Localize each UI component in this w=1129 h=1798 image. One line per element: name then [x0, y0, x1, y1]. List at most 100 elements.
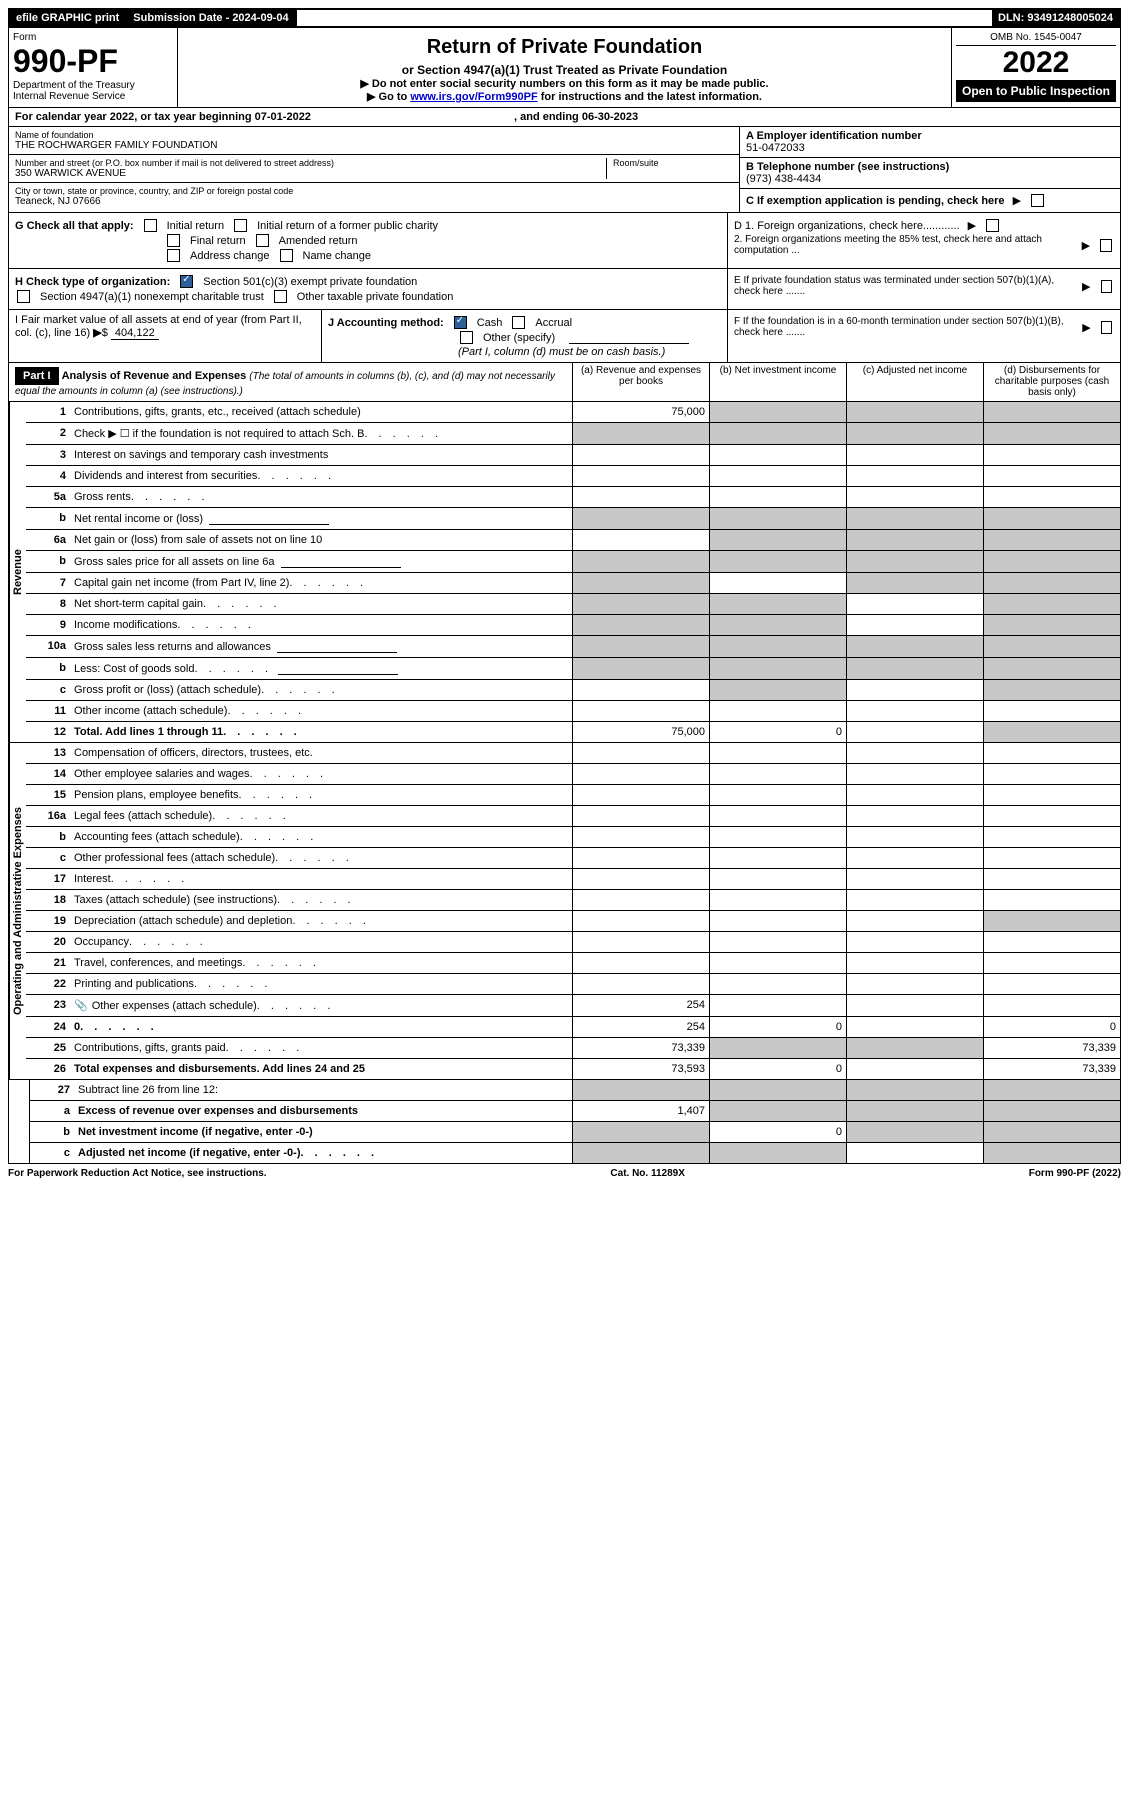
cell-col-c — [846, 594, 983, 614]
city-state-zip: Teaneck, NJ 07666 — [15, 196, 733, 207]
foundation-name: THE ROCHWARGER FAMILY FOUNDATION — [15, 140, 733, 151]
phone-label: B Telephone number (see instructions) — [746, 161, 1114, 173]
cal-pre: For calendar year 2022, or tax year begi… — [15, 111, 255, 123]
row-description: Other income (attach schedule) . . . . .… — [70, 701, 572, 721]
cell-col-d — [983, 636, 1120, 657]
j-other-input[interactable] — [569, 331, 689, 344]
cell-col-d — [983, 869, 1120, 889]
row-number: 27 — [30, 1080, 74, 1100]
f-label: F If the foundation is in a 60-month ter… — [734, 316, 1074, 338]
g-address-checkbox[interactable] — [167, 249, 180, 262]
row-description: Net gain or (loss) from sale of assets n… — [70, 530, 572, 550]
table-row: 16aLegal fees (attach schedule) . . . . … — [26, 806, 1120, 827]
g-amended-checkbox[interactable] — [256, 234, 269, 247]
row-description: Adjusted net income (if negative, enter … — [74, 1143, 572, 1163]
inline-input[interactable] — [281, 555, 401, 568]
expenses-section: Operating and Administrative Expenses 13… — [8, 743, 1121, 1080]
d1-checkbox[interactable] — [986, 219, 999, 232]
cell-col-d: 73,339 — [983, 1038, 1120, 1058]
cell-col-c — [846, 932, 983, 952]
cell-col-b — [709, 508, 846, 529]
row-description: Other professional fees (attach schedule… — [70, 848, 572, 868]
table-row: cAdjusted net income (if negative, enter… — [30, 1143, 1120, 1163]
inline-input[interactable] — [277, 640, 397, 653]
form-subtitle: or Section 4947(a)(1) Trust Treated as P… — [186, 63, 943, 77]
cell-col-a — [572, 658, 709, 679]
bullet-2: ▶ Go to www.irs.gov/Form990PF for instru… — [186, 90, 943, 103]
row-number: 26 — [26, 1059, 70, 1079]
row-description: Contributions, gifts, grants paid . . . … — [70, 1038, 572, 1058]
g-name-checkbox[interactable] — [280, 249, 293, 262]
cell-col-d — [983, 1080, 1120, 1100]
row-number: 10a — [26, 636, 70, 657]
e-checkbox[interactable] — [1101, 280, 1112, 293]
bullet-1: ▶ Do not enter social security numbers o… — [186, 77, 943, 90]
cell-col-b — [709, 764, 846, 784]
g-initial-checkbox[interactable] — [144, 219, 157, 232]
row-number: 12 — [26, 722, 70, 742]
cell-col-c — [846, 974, 983, 994]
cell-col-c — [846, 953, 983, 973]
cell-col-a — [572, 487, 709, 507]
row-number: c — [26, 680, 70, 700]
g-initial-former-checkbox[interactable] — [234, 219, 247, 232]
cell-col-d — [983, 530, 1120, 550]
cell-col-a: 254 — [572, 1017, 709, 1037]
g-final-checkbox[interactable] — [167, 234, 180, 247]
cell-col-b — [709, 573, 846, 593]
cell-col-c — [846, 764, 983, 784]
e-label: E If private foundation status was termi… — [734, 275, 1074, 297]
h-4947-checkbox[interactable] — [17, 290, 30, 303]
row-number: a — [30, 1101, 74, 1121]
j-other-checkbox[interactable] — [460, 331, 473, 344]
cell-col-d — [983, 995, 1120, 1016]
cell-col-c — [846, 1101, 983, 1121]
calendar-year-row: For calendar year 2022, or tax year begi… — [8, 108, 1121, 127]
row-number: 18 — [26, 890, 70, 910]
cell-col-a — [572, 743, 709, 763]
inline-input[interactable] — [278, 662, 398, 675]
inline-input[interactable] — [209, 512, 329, 525]
cell-col-d — [983, 953, 1120, 973]
row-description: Interest on savings and temporary cash i… — [70, 445, 572, 465]
cell-col-c — [846, 423, 983, 444]
row-description: Legal fees (attach schedule) . . . . . . — [70, 806, 572, 826]
cell-col-b — [709, 743, 846, 763]
j-cash-checkbox[interactable] — [454, 316, 467, 329]
h-other-checkbox[interactable] — [274, 290, 287, 303]
table-row: 9Income modifications . . . . . . — [26, 615, 1120, 636]
j-accrual-checkbox[interactable] — [512, 316, 525, 329]
cell-col-c — [846, 680, 983, 700]
cell-col-b — [709, 594, 846, 614]
table-row: 18Taxes (attach schedule) (see instructi… — [26, 890, 1120, 911]
instructions-link[interactable]: www.irs.gov/Form990PF — [410, 91, 537, 103]
bullet-2-pre: ▶ Go to — [367, 91, 410, 103]
cell-col-b — [709, 932, 846, 952]
col-b-header: (b) Net investment income — [709, 363, 846, 401]
spacer — [9, 1080, 30, 1163]
cell-col-b — [709, 785, 846, 805]
cell-col-a — [572, 890, 709, 910]
h-o2: Section 4947(a)(1) nonexempt charitable … — [40, 291, 264, 303]
attachment-icon[interactable]: 📎 — [74, 999, 88, 1012]
row-description: Taxes (attach schedule) (see instruction… — [70, 890, 572, 910]
h-o3: Other taxable private foundation — [297, 291, 454, 303]
cell-col-b — [709, 848, 846, 868]
cell-col-b — [709, 636, 846, 657]
table-row: bGross sales price for all assets on lin… — [26, 551, 1120, 573]
row-description: Check ▶ ☐ if the foundation is not requi… — [70, 423, 572, 444]
row-description: Printing and publications . . . . . . — [70, 974, 572, 994]
g-o2: Initial return of a former public charit… — [257, 220, 438, 232]
d2-checkbox[interactable] — [1100, 239, 1112, 252]
cell-col-a — [572, 508, 709, 529]
ein-value: 51-0472033 — [746, 142, 1114, 154]
h-501c3-checkbox[interactable] — [180, 275, 193, 288]
f-checkbox[interactable] — [1101, 321, 1112, 334]
row-description: 0 . . . . . . — [70, 1017, 572, 1037]
cell-col-a — [572, 466, 709, 486]
col-d-header: (d) Disbursements for charitable purpose… — [983, 363, 1120, 401]
row-description: Dividends and interest from securities .… — [70, 466, 572, 486]
cell-col-c — [846, 551, 983, 572]
c-checkbox[interactable] — [1031, 194, 1044, 207]
cell-col-b: 0 — [709, 722, 846, 742]
